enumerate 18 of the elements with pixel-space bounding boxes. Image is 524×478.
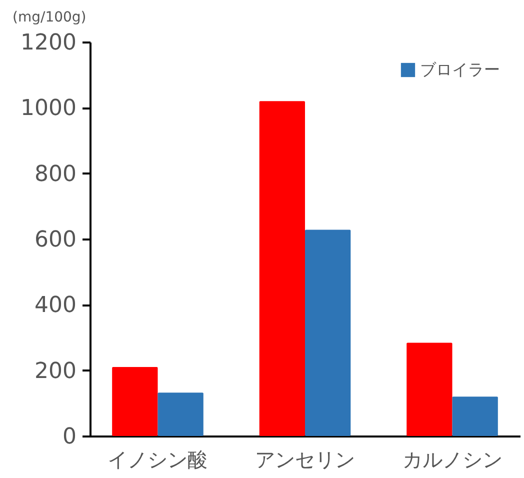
bar [305, 230, 351, 436]
bar [406, 342, 452, 436]
y-tick-label: 400 [34, 293, 76, 318]
bar [259, 101, 305, 436]
y-tick-label: 200 [34, 358, 76, 384]
x-tick-label: アンセリン [255, 448, 355, 472]
x-tick-label: カルノシン [402, 448, 502, 472]
y-tick-label: 800 [34, 162, 76, 187]
y-tick-label: 0 [62, 424, 76, 450]
y-tick-label: 1000 [20, 96, 76, 122]
bar [452, 396, 498, 436]
x-tick-label: イノシン酸 [108, 448, 208, 472]
bar [158, 392, 204, 436]
y-axis-title: (mg/100g) [12, 10, 86, 26]
y-tick-label: 1200 [20, 30, 76, 56]
y-tick-label: 600 [34, 228, 76, 252]
legend-label: ブロイラー [420, 60, 500, 79]
bar [112, 367, 158, 436]
